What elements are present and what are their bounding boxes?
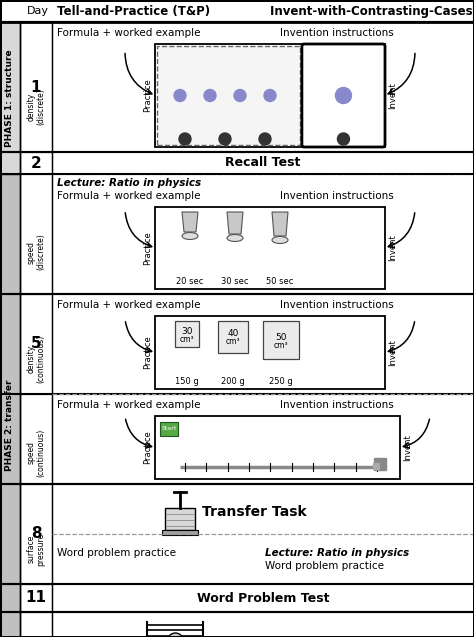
Text: density
(discrete): density (discrete)	[26, 88, 46, 125]
Text: Lecture: Ratio in physics: Lecture: Ratio in physics	[265, 548, 410, 558]
Circle shape	[336, 87, 351, 103]
Text: Invention instructions: Invention instructions	[280, 191, 393, 201]
Text: Formula + worked example: Formula + worked example	[57, 28, 201, 38]
Bar	[155, 316, 385, 389]
Ellipse shape	[227, 234, 243, 241]
Bar	[218, 321, 248, 353]
Bar	[263, 321, 299, 359]
FancyBboxPatch shape	[302, 44, 385, 147]
Text: 1: 1	[31, 80, 41, 94]
Bar	[20, 152, 52, 174]
Bar	[162, 530, 198, 535]
Bar	[20, 22, 52, 152]
Text: 30: 30	[181, 327, 193, 336]
Text: Formula + worked example: Formula + worked example	[57, 400, 201, 410]
Bar	[165, 508, 195, 530]
Ellipse shape	[182, 233, 198, 240]
Bar	[0, 0, 474, 22]
Text: Invention instructions: Invention instructions	[280, 28, 393, 38]
Bar	[157, 46, 300, 145]
Bar	[20, 394, 52, 484]
Text: PHASE 1: structure: PHASE 1: structure	[6, 49, 15, 147]
Polygon shape	[227, 212, 243, 234]
Bar	[160, 422, 178, 436]
Text: Invent: Invent	[388, 339, 397, 366]
Circle shape	[264, 90, 276, 101]
Bar	[20, 612, 52, 637]
Text: 8: 8	[31, 527, 41, 541]
Text: Invent: Invent	[388, 234, 397, 261]
Text: Practice: Practice	[143, 231, 152, 265]
Text: Invention instructions: Invention instructions	[280, 400, 393, 410]
Circle shape	[219, 133, 231, 145]
Text: Invent: Invent	[388, 82, 397, 109]
Bar	[20, 584, 52, 612]
Text: Transfer Task: Transfer Task	[202, 505, 307, 519]
Bar	[155, 416, 400, 479]
Bar	[175, 321, 199, 347]
Bar	[20, 294, 52, 394]
Text: Word problem practice: Word problem practice	[57, 548, 176, 558]
Circle shape	[179, 133, 191, 145]
Text: 2: 2	[31, 155, 41, 171]
Ellipse shape	[272, 236, 288, 243]
Text: Lecture: Ratio in physics: Lecture: Ratio in physics	[57, 178, 201, 188]
Text: Invent: Invent	[403, 434, 412, 461]
Text: 150 g: 150 g	[175, 378, 199, 387]
Text: Practice: Practice	[143, 336, 152, 369]
Text: 30 sec: 30 sec	[221, 276, 249, 285]
Text: cm³: cm³	[180, 334, 194, 343]
Text: 5: 5	[31, 336, 41, 352]
Text: 50: 50	[275, 333, 287, 341]
Text: Formula + worked example: Formula + worked example	[57, 300, 201, 310]
Text: Start: Start	[161, 427, 177, 431]
Text: Word problem practice: Word problem practice	[265, 561, 384, 571]
Bar	[0, 22, 20, 174]
Text: cm³: cm³	[226, 338, 240, 347]
Text: PHASE 2: transfer: PHASE 2: transfer	[6, 380, 15, 471]
Bar	[20, 484, 52, 584]
Circle shape	[337, 133, 349, 145]
Circle shape	[234, 90, 246, 101]
Circle shape	[167, 633, 183, 637]
Text: 11: 11	[26, 590, 46, 606]
Text: Word Problem Test: Word Problem Test	[197, 592, 329, 605]
Polygon shape	[182, 212, 198, 232]
Text: speed
(discrete): speed (discrete)	[26, 234, 46, 270]
Bar	[155, 207, 385, 289]
Circle shape	[259, 133, 271, 145]
Text: 200 g: 200 g	[221, 378, 245, 387]
Polygon shape	[272, 212, 288, 236]
Text: Practice: Practice	[143, 78, 152, 112]
Circle shape	[204, 90, 216, 101]
Text: cm³: cm³	[273, 341, 288, 350]
Text: Formula + worked example: Formula + worked example	[57, 191, 201, 201]
Text: Invent-with-Contrasting-Cases (ICC): Invent-with-Contrasting-Cases (ICC)	[270, 4, 474, 17]
Text: density
(continuous): density (continuous)	[26, 335, 46, 383]
Text: Day: Day	[27, 6, 49, 16]
Bar	[0, 174, 20, 637]
Circle shape	[174, 90, 186, 101]
Text: Practice: Practice	[143, 431, 152, 464]
Text: speed
(continuous): speed (continuous)	[26, 428, 46, 476]
Text: 20 sec: 20 sec	[176, 276, 204, 285]
Text: 250 g: 250 g	[269, 378, 293, 387]
Bar	[20, 174, 52, 294]
Text: 50 sec: 50 sec	[266, 276, 294, 285]
Text: 40: 40	[228, 329, 239, 338]
Text: Invention instructions: Invention instructions	[280, 300, 393, 310]
Text: Recall Test: Recall Test	[225, 157, 301, 169]
Bar	[155, 44, 385, 147]
Text: Tell-and-Practice (T&P): Tell-and-Practice (T&P)	[57, 4, 210, 17]
Text: surface
pressure: surface pressure	[26, 533, 46, 566]
